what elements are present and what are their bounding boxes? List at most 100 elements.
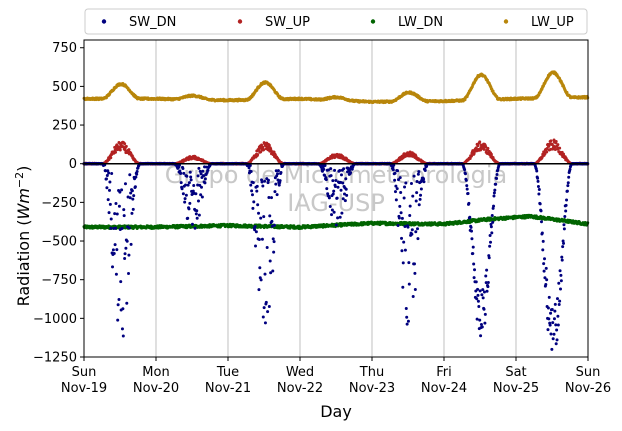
sw-dn-point	[114, 226, 118, 230]
sw-dn-point	[131, 197, 135, 201]
sw-dn-point	[255, 184, 259, 188]
sw-dn-point	[559, 279, 563, 283]
sw-dn-point	[538, 202, 542, 206]
sw-dn-point	[183, 197, 187, 201]
sw-dn-point	[464, 178, 468, 182]
sw-dn-point	[394, 184, 398, 188]
sw-dn-point	[121, 334, 125, 338]
sw-dn-point	[130, 189, 134, 193]
sw-dn-point	[344, 187, 348, 191]
sw-dn-point	[343, 199, 347, 203]
sw-dn-point	[406, 225, 410, 229]
sw-dn-point	[556, 314, 560, 318]
sw-dn-point	[551, 321, 555, 325]
sw-dn-point	[537, 187, 541, 191]
sw-dn-point	[470, 229, 473, 233]
sw-dn-point	[403, 224, 407, 228]
sw-dn-point	[396, 169, 400, 173]
x-tick-day: Wed	[286, 365, 314, 380]
sw-dn-point	[254, 244, 257, 248]
sw-dn-point	[257, 237, 261, 241]
sw-dn-point	[545, 278, 549, 282]
grid-lines	[155, 40, 517, 357]
sw-dn-point	[555, 338, 559, 342]
sw-up-point	[123, 142, 127, 146]
sw-dn-point	[411, 295, 415, 299]
sw-dn-point	[278, 179, 282, 183]
sw-dn-point	[264, 300, 268, 304]
sw-dn-point	[132, 194, 136, 198]
sw-dn-point	[336, 185, 340, 189]
sw-dn-point	[416, 172, 420, 176]
sw-dn-point	[562, 227, 566, 231]
sw-dn-point	[543, 257, 547, 261]
sw-dn-point	[550, 308, 554, 312]
sw-dn-point	[251, 206, 255, 210]
sw-up-point	[476, 144, 480, 148]
sw-dn-point	[181, 192, 185, 196]
sw-dn-point	[184, 193, 188, 197]
sw-dn-point	[189, 175, 193, 179]
sw-dn-point	[419, 193, 423, 197]
sw-dn-point	[273, 223, 277, 227]
sw-up-point	[556, 143, 560, 147]
sw-dn-point	[123, 252, 127, 256]
sw-dn-point	[422, 180, 426, 184]
sw-dn-point	[414, 199, 418, 203]
sw-dn-point	[342, 167, 346, 171]
sw-dn-point	[127, 226, 131, 230]
sw-dn-point	[393, 178, 397, 182]
y-tick-label: −1250	[33, 351, 77, 366]
sw-dn-point	[272, 250, 276, 254]
x-tick-date: Nov-22	[277, 381, 323, 396]
x-tick-date: Nov-24	[421, 381, 467, 396]
sw-dn-point	[484, 281, 488, 285]
sw-dn-point	[349, 171, 353, 175]
sw-dn-point	[113, 243, 117, 247]
sw-dn-point	[129, 191, 133, 195]
x-tick-day: Thu	[359, 365, 384, 380]
sw-dn-point	[106, 198, 110, 202]
sw-dn-point	[106, 169, 110, 173]
sw-dn-point	[268, 214, 272, 218]
sw-dn-point	[341, 197, 345, 201]
sw-dn-point	[541, 239, 545, 243]
sw-dn-point	[542, 262, 546, 266]
sw-dn-point	[180, 187, 184, 191]
legend-marker	[101, 19, 107, 24]
sw-up-point	[127, 148, 131, 152]
sw-dn-point	[263, 272, 267, 276]
sw-dn-point	[261, 315, 265, 319]
sw-dn-point	[409, 182, 413, 185]
sw-dn-point	[399, 190, 403, 194]
sw-dn-point	[193, 226, 197, 230]
sw-dn-point	[470, 237, 474, 241]
sw-dn-point	[196, 174, 200, 178]
sw-dn-point	[186, 183, 190, 187]
sw-dn-point	[469, 225, 473, 229]
lw-up-point	[463, 98, 467, 102]
sw-dn-point	[484, 274, 488, 278]
sw-dn-point	[181, 167, 185, 171]
sw-dn-point	[478, 289, 482, 293]
sw-dn-point	[330, 213, 334, 217]
sw-dn-point	[257, 288, 261, 292]
sw-dn-point	[547, 317, 551, 321]
sw-dn-point	[398, 204, 402, 208]
sw-dn-point	[120, 327, 124, 331]
sw-dn-point	[553, 309, 557, 313]
sw-dn-point	[494, 182, 498, 186]
sw-dn-point	[413, 271, 417, 275]
sw-dn-point	[195, 209, 199, 213]
sw-dn-point	[403, 185, 407, 189]
sw-dn-point	[479, 323, 483, 327]
sw-dn-point	[536, 176, 540, 180]
sw-dn-point	[559, 287, 562, 291]
sw-dn-point	[341, 181, 345, 185]
sw-up-point	[260, 143, 264, 147]
sw-dn-point	[277, 183, 281, 187]
sw-dn-point	[537, 192, 541, 196]
sw-dn-point	[476, 293, 480, 297]
sw-dn-point	[263, 321, 267, 325]
sw-dn-point	[258, 266, 262, 270]
